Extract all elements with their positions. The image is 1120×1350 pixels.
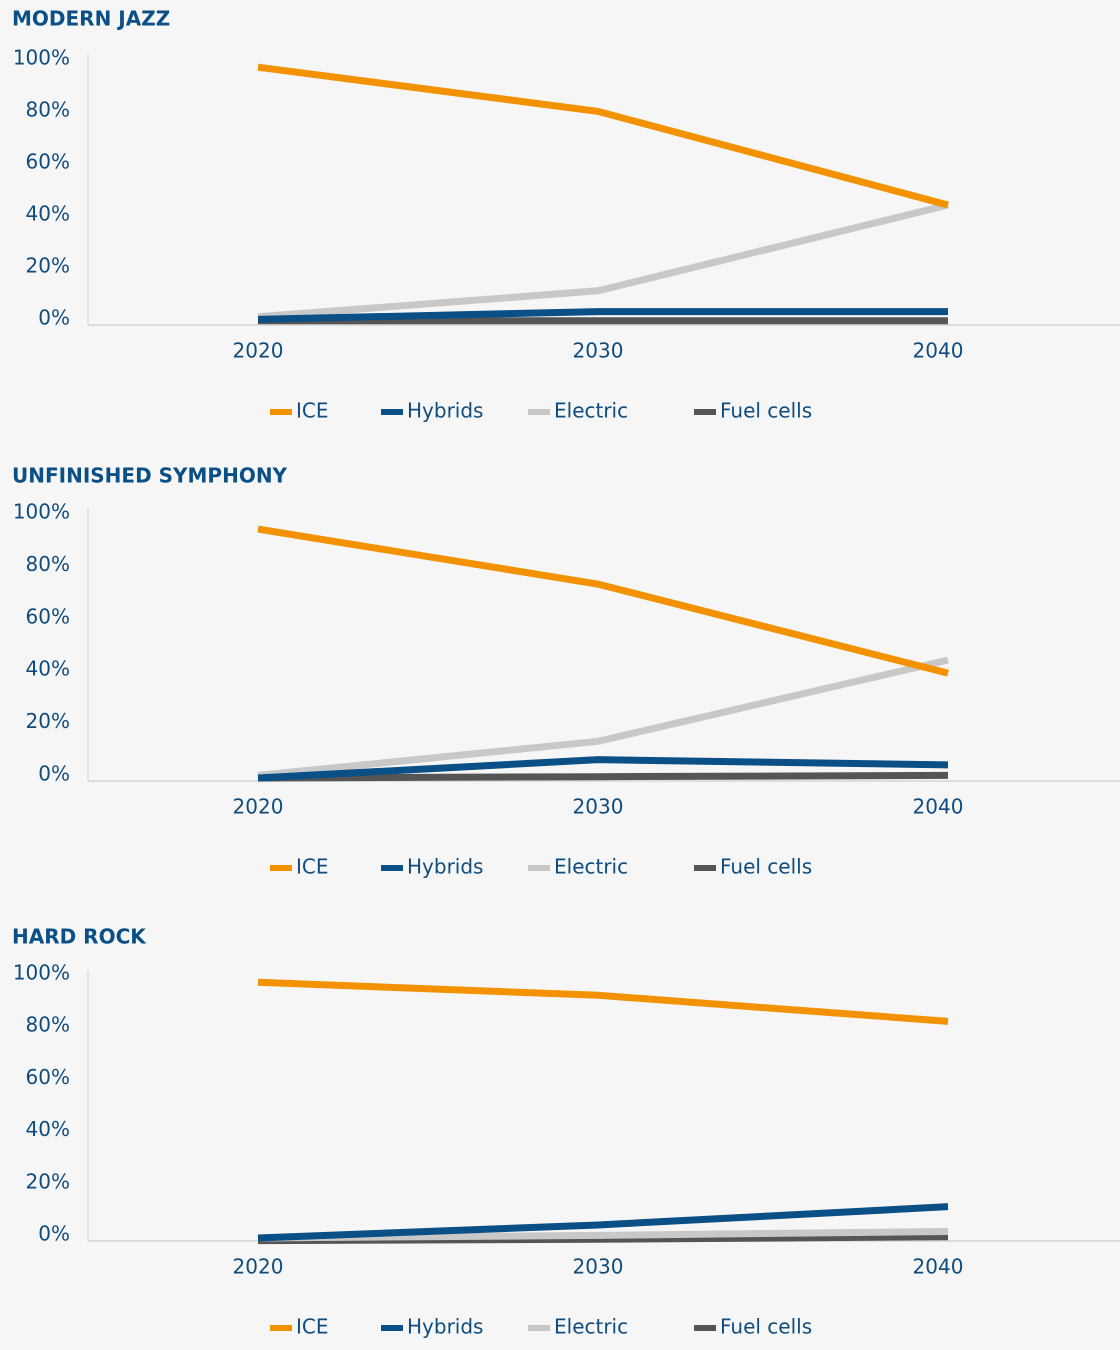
x-tick-label: 2020 [233,339,284,363]
series-line [257,756,949,782]
legend-swatch [270,865,292,871]
legend-swatch [270,409,292,415]
legend-label: Hybrids [407,1315,483,1339]
legend-label: Fuel cells [720,1315,812,1339]
series-line [257,978,949,1025]
x-tick-label: 2030 [573,1255,624,1279]
legend-swatch [694,865,716,871]
legend-label: ICE [296,1315,329,1339]
legend-label: Fuel cells [720,855,812,879]
x-tick-label: 2030 [573,339,624,363]
y-tick-label: 80% [26,98,70,122]
y-tick-label: 100% [13,500,70,524]
chart-title: UNFINISHED SYMPHONY [12,464,288,488]
y-tick-label: 80% [26,1013,70,1037]
legend-label: Electric [554,855,628,879]
y-tick-label: 20% [26,709,70,733]
y-tick-label: 60% [26,604,70,628]
y-tick-label: 20% [26,1169,70,1193]
legend-label: ICE [296,855,329,879]
legend-swatch [270,1325,292,1331]
series-line [257,525,949,677]
legend-swatch [694,1325,716,1331]
series-line [257,771,949,782]
series-line [257,63,949,209]
legend-swatch [528,1325,550,1331]
y-tick-label: 80% [26,552,70,576]
y-tick-label: 100% [13,961,70,985]
legend-label: Hybrids [407,399,483,423]
x-tick-label: 2040 [913,1255,964,1279]
legend-label: Hybrids [407,855,483,879]
chart-title: HARD ROCK [12,925,147,949]
y-tick-label: 0% [38,306,70,330]
legend-label: Fuel cells [720,399,812,423]
legend-swatch [694,409,716,415]
y-tick-label: 100% [13,46,70,70]
legend-swatch [528,409,550,415]
y-tick-label: 0% [38,1222,70,1246]
y-tick-label: 40% [26,202,70,226]
y-tick-label: 40% [26,1117,70,1141]
series-line [257,1203,949,1242]
series-line [257,656,949,779]
y-tick-label: 60% [26,150,70,174]
legend-label: ICE [296,399,329,423]
y-tick-label: 0% [38,762,70,786]
y-tick-label: 60% [26,1065,70,1089]
legend-label: Electric [554,1315,628,1339]
x-tick-label: 2020 [233,795,284,819]
y-tick-label: 20% [26,254,70,278]
legend-swatch [381,1325,403,1331]
series-line [257,308,948,323]
x-tick-label: 2030 [573,795,624,819]
x-tick-label: 2040 [913,795,964,819]
chart-title: MODERN JAZZ [12,7,170,31]
x-tick-label: 2020 [233,1255,284,1279]
legend-swatch [381,865,403,871]
legend-label: Electric [554,399,628,423]
y-tick-label: 40% [26,657,70,681]
legend-swatch [528,865,550,871]
series-line [257,201,949,321]
legend-swatch [381,409,403,415]
x-tick-label: 2040 [913,339,964,363]
